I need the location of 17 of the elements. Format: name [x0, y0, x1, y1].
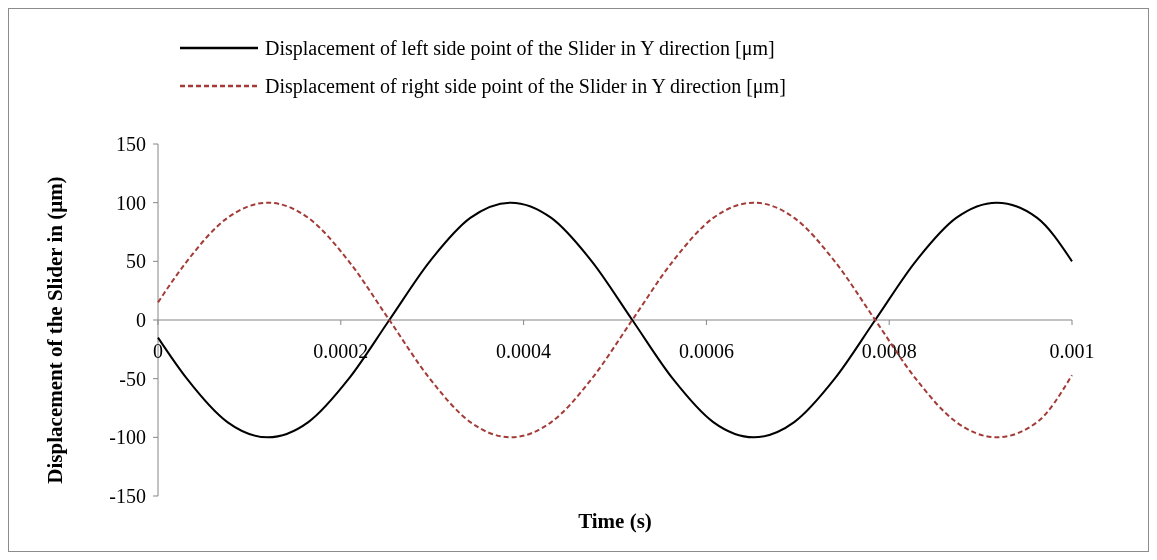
y-tick-label: 50 — [126, 250, 146, 273]
x-axis-title: Time (s) — [578, 509, 652, 533]
legend-label: Displacement of right side point of the Slider in Y direction [μm] — [265, 75, 786, 98]
y-tick-label: -100 — [109, 426, 146, 449]
x-tick-label: 0.001 — [1049, 340, 1095, 362]
y-tick-label: -50 — [119, 367, 146, 390]
y-axis-title: Displacement of the Slider in (μm) — [43, 176, 67, 484]
x-tick-label: 0.0004 — [496, 340, 552, 362]
x-tick-label: 0.0006 — [678, 340, 734, 362]
legend-label: Displacement of left side point of the Slider in Y direction [μm] — [265, 37, 775, 60]
y-tick-label: 0 — [136, 309, 146, 331]
x-tick-label: 0.0002 — [313, 340, 369, 362]
y-tick-label: -150 — [109, 485, 146, 507]
y-tick-label: 100 — [116, 191, 146, 214]
x-tick-label: 0 — [153, 340, 163, 362]
y-tick-label: 150 — [116, 133, 146, 155]
x-tick-label: 0.0008 — [861, 340, 917, 362]
